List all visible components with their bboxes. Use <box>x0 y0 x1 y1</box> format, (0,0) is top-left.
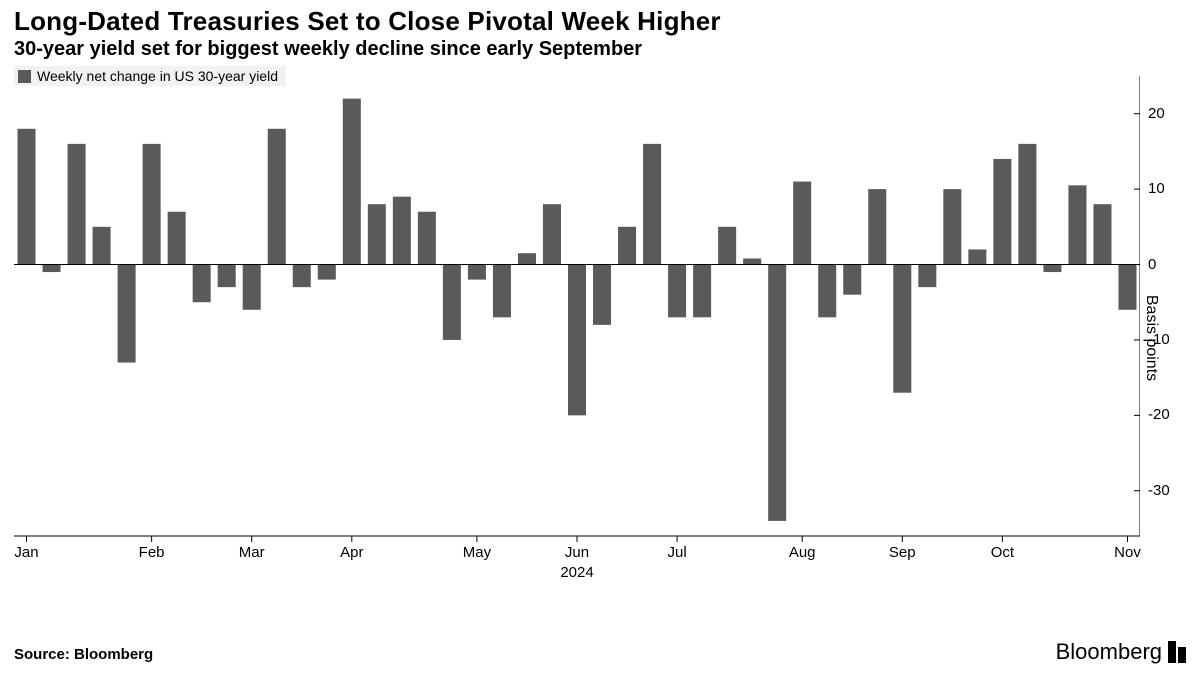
x-tick-label: Apr <box>340 544 363 561</box>
bar <box>143 144 161 265</box>
chart-plot <box>14 70 1140 580</box>
bar <box>918 265 936 288</box>
bar <box>893 265 911 393</box>
bar <box>493 265 511 318</box>
x-tick-label: Mar <box>239 544 265 561</box>
bar <box>1018 144 1036 265</box>
bar <box>843 265 861 295</box>
bar <box>1118 265 1136 310</box>
bar <box>468 265 486 280</box>
bar <box>868 189 886 264</box>
x-tick-label: Jun <box>565 544 589 561</box>
x-tick-label: Oct <box>991 544 1014 561</box>
y-tick-label: -30 <box>1148 482 1188 499</box>
y-tick-label: 20 <box>1148 105 1188 122</box>
y-tick-label: -20 <box>1148 406 1188 423</box>
x-tick-label: Aug <box>789 544 816 561</box>
bar <box>518 253 536 264</box>
bar <box>618 227 636 265</box>
x-year-label: 2024 <box>560 564 593 581</box>
bar <box>418 212 436 265</box>
x-tick-label: Nov <box>1114 544 1141 561</box>
bar <box>18 129 36 265</box>
bar <box>818 265 836 318</box>
y-tick-label: 0 <box>1148 256 1188 273</box>
bar <box>168 212 186 265</box>
bar <box>68 144 86 265</box>
bar <box>318 265 336 280</box>
bar <box>568 265 586 416</box>
bar <box>768 265 786 521</box>
bar <box>593 265 611 325</box>
bar <box>218 265 236 288</box>
bar <box>293 265 311 288</box>
x-tick-label: Jan <box>14 544 38 561</box>
x-tick-label: May <box>463 544 491 561</box>
bar <box>743 258 761 264</box>
bar <box>243 265 261 310</box>
brand-label: Bloomberg <box>1056 639 1162 665</box>
bar <box>393 197 411 265</box>
bar <box>343 99 361 265</box>
bar <box>943 189 961 264</box>
bar <box>443 265 461 340</box>
bar <box>668 265 686 318</box>
bar <box>43 265 61 273</box>
bar-chart-svg <box>14 70 1140 580</box>
bar <box>268 129 286 265</box>
bar <box>118 265 136 363</box>
bar <box>1093 204 1111 264</box>
bar <box>968 249 986 264</box>
bar <box>693 265 711 318</box>
x-tick-label: Sep <box>889 544 916 561</box>
bar <box>993 159 1011 265</box>
bar <box>643 144 661 265</box>
bar <box>1068 185 1086 264</box>
bar <box>93 227 111 265</box>
bar <box>543 204 561 264</box>
brand: Bloomberg <box>1056 639 1186 665</box>
bar <box>793 182 811 265</box>
chart-title: Long-Dated Treasuries Set to Close Pivot… <box>14 6 721 37</box>
y-tick-label: 10 <box>1148 180 1188 197</box>
chart-subtitle: 30-year yield set for biggest weekly dec… <box>14 38 642 61</box>
brand-icon <box>1168 641 1186 663</box>
x-tick-label: Jul <box>667 544 686 561</box>
bar <box>193 265 211 303</box>
y-tick-label: -10 <box>1148 331 1188 348</box>
bar <box>718 227 736 265</box>
source-text: Source: Bloomberg <box>14 646 153 663</box>
x-tick-label: Feb <box>139 544 165 561</box>
bar <box>1043 265 1061 273</box>
bar <box>368 204 386 264</box>
